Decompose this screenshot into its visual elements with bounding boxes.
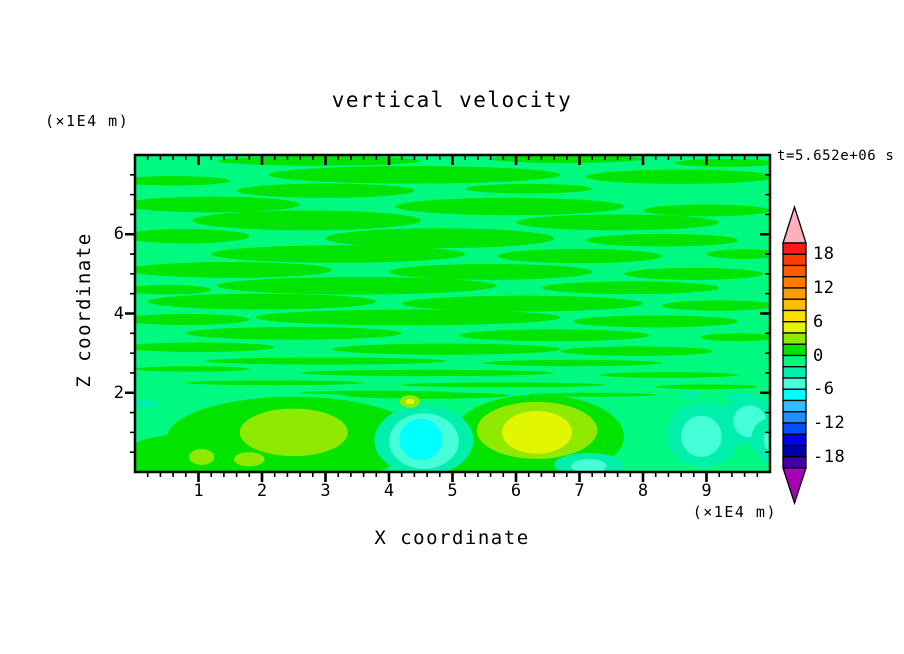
- x-axis-unit-label: (×1E4 m): [692, 503, 777, 521]
- plot-title: vertical velocity: [331, 88, 573, 112]
- time-annotation: t=5.652e+06 s: [777, 148, 895, 164]
- z-axis-unit-label: (×1E4 m): [45, 112, 130, 130]
- x-axis-label: X coordinate: [374, 527, 530, 549]
